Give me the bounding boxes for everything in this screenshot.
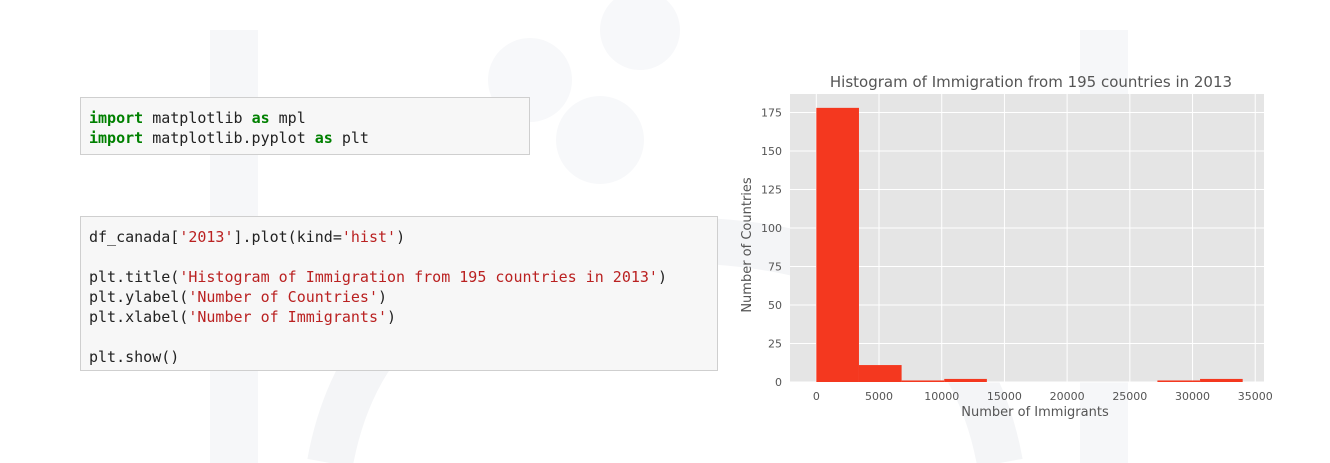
y-tick-label: 0 bbox=[775, 376, 782, 389]
code-line: plt.xlabel('Number of Immigrants') bbox=[89, 307, 709, 327]
code-token: matplotlib.pyplot bbox=[143, 129, 315, 147]
x-tick-label: 30000 bbox=[1175, 390, 1210, 403]
plot-background bbox=[790, 94, 1264, 382]
y-tick-label: 75 bbox=[768, 260, 782, 273]
code-keyword: as bbox=[314, 129, 333, 147]
histogram-bar bbox=[1157, 380, 1201, 382]
code-token: matplotlib bbox=[143, 109, 252, 127]
histogram-bar bbox=[944, 378, 987, 382]
code-string: '2013' bbox=[179, 228, 234, 246]
histogram-bar bbox=[858, 365, 902, 382]
x-axis-label: Number of Immigrants bbox=[961, 405, 1109, 420]
code-line: plt.ylabel('Number of Countries') bbox=[89, 287, 709, 307]
code-line: import matplotlib.pyplot as plt bbox=[89, 128, 521, 148]
x-tick-label: 0 bbox=[813, 390, 820, 403]
code-token: plt.ylabel( bbox=[89, 288, 189, 306]
y-tick-label: 100 bbox=[761, 222, 782, 235]
code-line: df_canada['2013'].plot(kind='hist') bbox=[89, 227, 709, 247]
code-line: plt.title('Histogram of Immigration from… bbox=[89, 267, 709, 287]
code-string: 'Number of Immigrants' bbox=[188, 308, 388, 326]
y-tick-label: 150 bbox=[761, 145, 782, 158]
code-line bbox=[89, 247, 709, 267]
code-keyword: as bbox=[251, 109, 270, 127]
import-code-cell[interactable]: import matplotlib as mpl import matplotli… bbox=[80, 97, 530, 155]
code-token: plt bbox=[332, 129, 369, 147]
x-tick-label: 5000 bbox=[865, 390, 893, 403]
code-token: plt.show() bbox=[89, 348, 180, 366]
histogram-chart: Histogram of Immigration from 195 countr… bbox=[740, 73, 1273, 420]
code-token: plt.xlabel( bbox=[89, 308, 189, 326]
y-tick-label: 175 bbox=[761, 106, 782, 119]
y-tick-label: 50 bbox=[768, 299, 782, 312]
x-tick-label: 15000 bbox=[987, 390, 1022, 403]
chart-title: Histogram of Immigration from 195 countr… bbox=[830, 73, 1232, 91]
code-string: 'Histogram of Immigration from 195 count… bbox=[179, 268, 658, 286]
histogram-bar bbox=[1200, 378, 1243, 382]
code-string: 'hist' bbox=[341, 228, 397, 246]
code-token: plt.title( bbox=[89, 268, 180, 286]
y-tick-label: 25 bbox=[768, 337, 782, 350]
plot-code-cell[interactable]: df_canada['2013'].plot(kind='hist') plt.t… bbox=[80, 216, 718, 371]
x-tick-label: 20000 bbox=[1050, 390, 1085, 403]
code-token: ) bbox=[396, 228, 406, 246]
code-line: import matplotlib as mpl bbox=[89, 108, 521, 128]
plot-area: 0 5000 10000 15000 20000 25000 30000 35000 0 25 50… bbox=[761, 94, 1273, 403]
code-line bbox=[89, 327, 709, 347]
y-axis-label: Number of Countries bbox=[740, 177, 755, 313]
code-token: df_canada[ bbox=[89, 228, 180, 246]
histogram-bar bbox=[901, 380, 945, 382]
x-tick-label: 25000 bbox=[1112, 390, 1147, 403]
y-tick-label: 125 bbox=[761, 183, 782, 196]
code-keyword: import bbox=[89, 109, 144, 127]
histogram-bar bbox=[816, 107, 859, 382]
x-tick-label: 10000 bbox=[924, 390, 959, 403]
code-token: ].plot(kind= bbox=[233, 228, 342, 246]
code-token: ) bbox=[387, 308, 397, 326]
code-token: mpl bbox=[269, 109, 306, 127]
code-token: ) bbox=[657, 268, 667, 286]
code-token: ) bbox=[378, 288, 388, 306]
code-line: plt.show() bbox=[89, 347, 709, 367]
code-string: 'Number of Countries' bbox=[188, 288, 378, 306]
x-tick-label: 35000 bbox=[1238, 390, 1273, 403]
code-keyword: import bbox=[89, 129, 144, 147]
